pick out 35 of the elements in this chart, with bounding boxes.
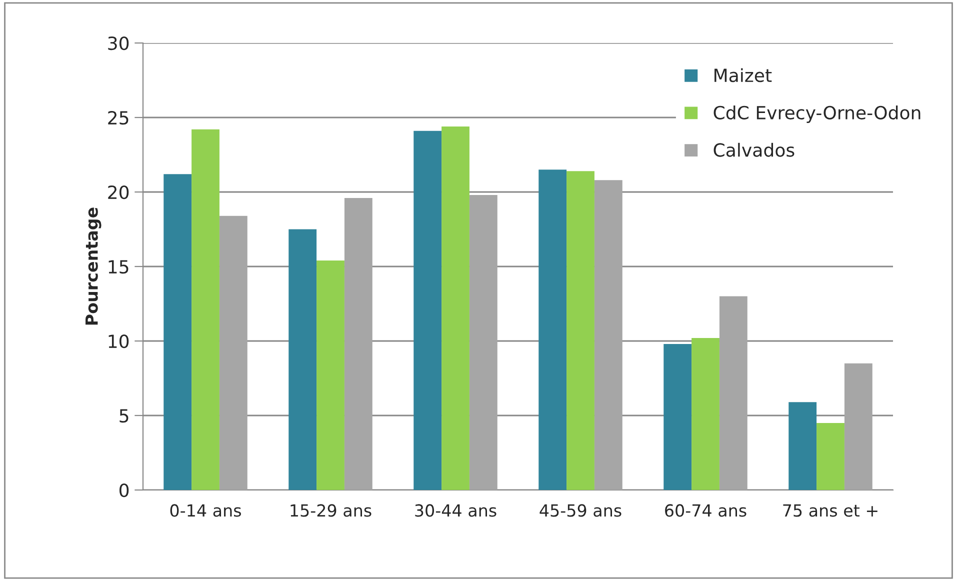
y-tick-label: 20 bbox=[108, 185, 129, 200]
x-tick-label: 0-14 ans bbox=[170, 504, 241, 517]
x-tick-label: 75 ans et + bbox=[783, 504, 878, 517]
bar bbox=[192, 129, 220, 490]
bar bbox=[788, 402, 817, 490]
bar bbox=[316, 260, 344, 490]
y-tick-label: 25 bbox=[108, 110, 128, 125]
bar bbox=[594, 180, 622, 490]
legend-label: Calvados bbox=[714, 142, 794, 157]
x-tick-label: 60-74 ans bbox=[665, 504, 746, 517]
bar bbox=[692, 338, 720, 490]
y-tick-label: 10 bbox=[108, 334, 129, 348]
bar bbox=[442, 126, 470, 490]
bar bbox=[469, 194, 498, 490]
legend-label: CdC Evrecy-Orne-Odon bbox=[714, 106, 920, 123]
bar bbox=[288, 229, 317, 490]
bar bbox=[538, 170, 567, 490]
x-tick-label: 15-29 ans bbox=[290, 504, 372, 517]
y-tick-label: 30 bbox=[108, 36, 129, 50]
bar bbox=[219, 216, 248, 490]
y-tick-label: 0 bbox=[120, 483, 129, 498]
y-tick-label: 5 bbox=[120, 409, 128, 423]
x-tick-label: 45-59 ans bbox=[540, 504, 622, 517]
bar bbox=[344, 198, 372, 490]
bar bbox=[664, 344, 692, 490]
bar bbox=[719, 296, 748, 490]
bar bbox=[414, 130, 442, 490]
x-tick-label: 30-44 ans bbox=[415, 504, 496, 517]
bar bbox=[164, 174, 192, 490]
bar bbox=[566, 171, 594, 490]
y-axis-title: Pourcentage bbox=[86, 208, 102, 325]
bar bbox=[816, 422, 844, 490]
bar bbox=[844, 363, 872, 490]
legend-label: Maizet bbox=[714, 68, 772, 82]
y-tick-label: 15 bbox=[108, 260, 128, 274]
